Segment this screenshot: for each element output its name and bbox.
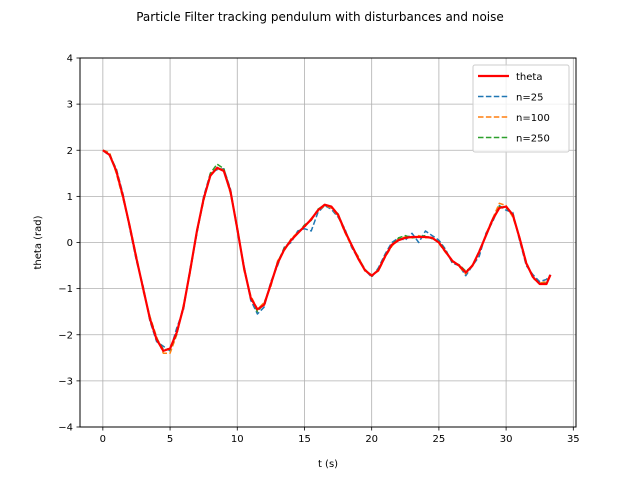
series-line-theta	[102, 149, 552, 352]
y-tick-label: 3	[67, 100, 73, 111]
x-tick-label: 25	[433, 434, 446, 445]
x-tick-label: 20	[365, 434, 378, 445]
y-tick-label: 1	[67, 192, 73, 203]
x-axis-label: t (s)	[318, 459, 338, 470]
chart-title: Particle Filter tracking pendulum with d…	[136, 10, 504, 24]
legend-label: n=250	[516, 134, 550, 145]
y-tick-label: 2	[67, 146, 73, 157]
y-tick-label: −4	[58, 423, 73, 434]
legend-label: n=100	[516, 113, 550, 124]
x-tick-label: 30	[500, 434, 513, 445]
y-tick-label: 4	[67, 54, 73, 65]
y-axis-label: theta (rad)	[33, 215, 44, 269]
x-tick-label: 5	[167, 434, 173, 445]
y-tick-label: −2	[58, 330, 73, 341]
legend-frame	[472, 64, 570, 153]
y-axis-ticks: −4 −3 −2 −1 0 1 2 3 4	[58, 54, 80, 434]
x-tick-label: 35	[567, 434, 580, 445]
x-tick-label: 10	[231, 434, 244, 445]
x-axis-ticks: 0 5 10 15 20 25 30 35	[100, 427, 580, 445]
legend: theta n=25 n=100 n=250	[472, 64, 570, 153]
x-tick-label: 15	[298, 434, 311, 445]
legend-label: n=25	[516, 93, 543, 104]
y-tick-label: −1	[58, 284, 73, 295]
legend-label: theta	[516, 72, 542, 83]
y-tick-label: 0	[67, 238, 73, 249]
x-tick-label: 0	[100, 434, 106, 445]
y-tick-label: −3	[58, 376, 73, 387]
series-layer	[102, 149, 552, 354]
